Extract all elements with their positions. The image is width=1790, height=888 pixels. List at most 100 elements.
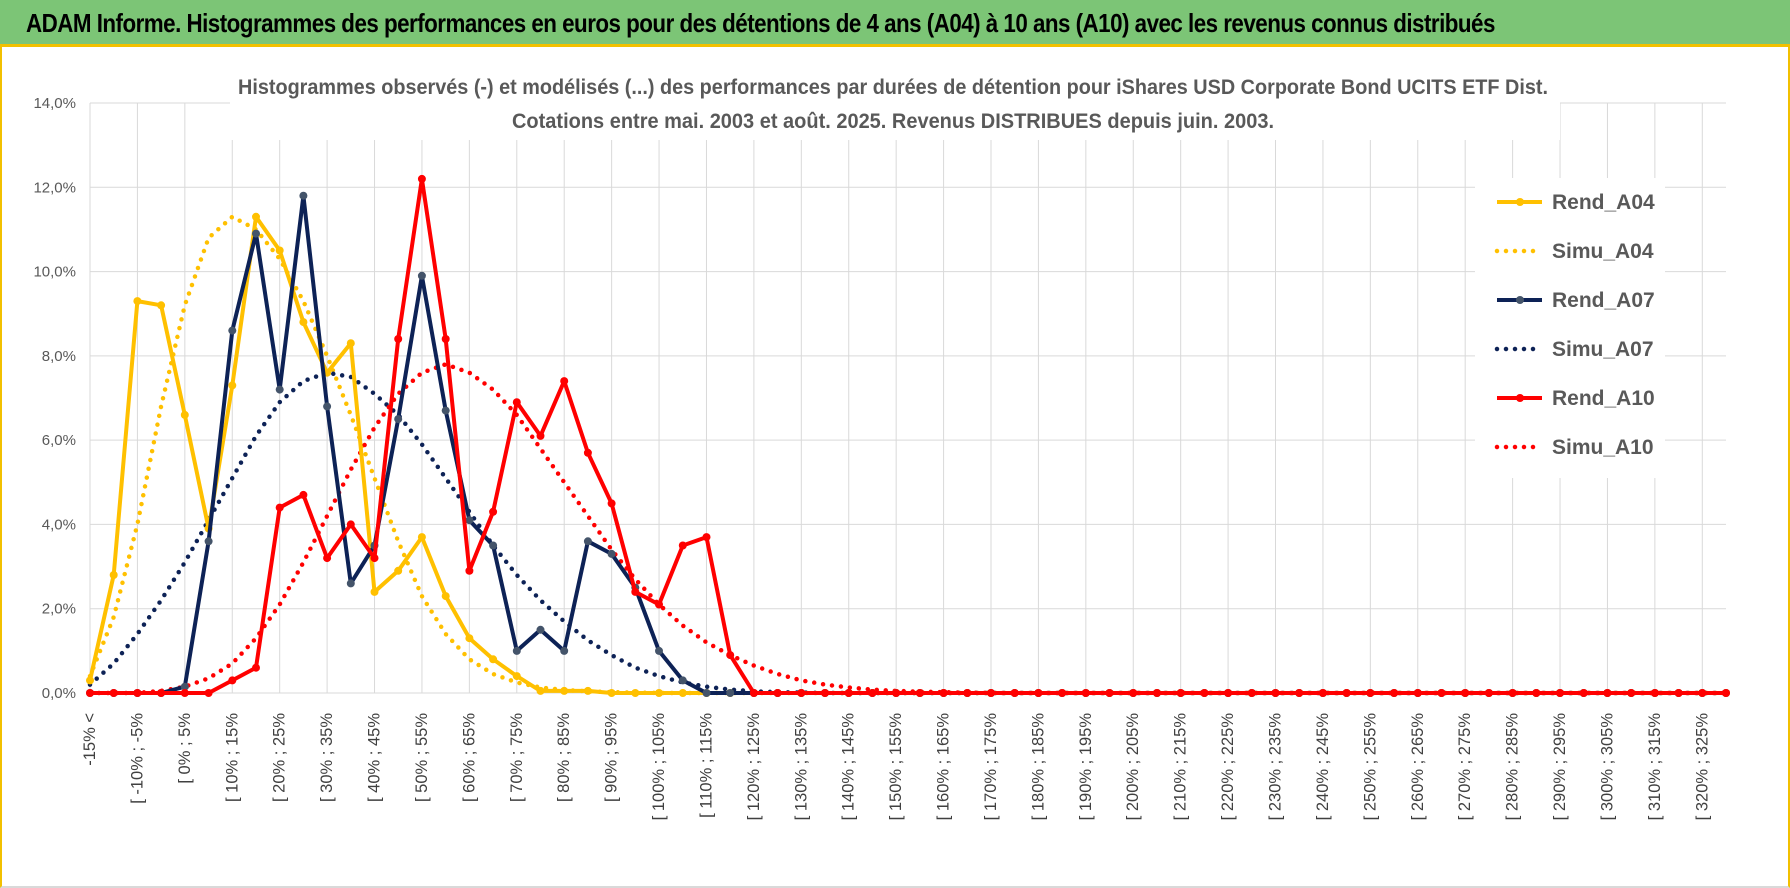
data-point-Rend_A04 [512,672,521,681]
data-point-Rend_A04 [560,686,569,695]
legend-label-Simu_A10: Simu_A10 [1552,436,1654,459]
data-point-Rend_A10 [1722,689,1730,697]
legend-label-Rend_A07: Rend_A07 [1552,289,1655,312]
data-point-Rend_A10 [489,507,498,516]
data-point-Rend_A10 [1271,689,1280,697]
data-point-Rend_A04 [465,634,474,643]
x-tick-label: [ 80% ; 85% [555,713,573,802]
x-tick-label: [ 10% ; 15% [223,713,241,802]
data-point-Rend_A04 [607,689,616,697]
x-tick-label: [ 260% ; 265% [1409,713,1427,821]
data-point-Rend_A07 [252,229,260,238]
x-tick-label: [ 130% ; 135% [792,713,810,821]
data-point-Rend_A10 [1413,689,1422,697]
x-tick-label: [ 210% ; 215% [1172,713,1190,821]
x-tick-label: [ 310% ; 315% [1646,713,1664,821]
data-point-Rend_A10 [252,663,260,672]
data-point-Rend_A10 [157,689,166,697]
data-point-Rend_A10 [1318,689,1327,697]
data-point-Rend_A10 [868,689,877,697]
data-point-Rend_A10 [607,499,616,508]
title-background [230,68,1560,140]
data-point-Rend_A10 [1650,689,1659,697]
x-tick-label: [ 200% ; 205% [1124,713,1142,821]
x-tick-label: [ 50% ; 55% [413,713,431,802]
data-point-Rend_A10 [1627,689,1636,697]
data-point-Rend_A10 [1674,689,1683,697]
data-point-Rend_A10 [394,335,403,343]
y-axis-ticks: 0,0% 2,0% 4,0% 6,0% 8,0% 10,0% 12,0% 14,0% [33,95,76,702]
data-point-Rend_A07 [489,541,498,550]
data-point-Rend_A04 [631,689,640,697]
data-point-Rend_A10 [465,566,474,575]
x-tick-label: -15% < [81,713,99,766]
x-tick-label: [ 280% ; 285% [1504,713,1522,821]
data-point-Rend_A10 [180,689,189,697]
data-point-Rend_A04 [109,571,118,579]
data-point-Rend_A07 [726,689,735,697]
x-tick-label: [ 320% ; 325% [1693,713,1711,821]
data-point-Rend_A10 [370,554,379,563]
y-tick-label: 2,0% [42,601,76,618]
data-point-Rend_A10 [1247,689,1256,697]
x-tick-label: [ 110% ; 115% [697,713,715,818]
x-tick-label: [ 90% ; 95% [603,713,621,802]
x-tick-label: [ -10% ; -5% [128,713,146,804]
data-point-Rend_A04 [441,592,450,601]
chart-title-block: Histogrammes observés (-) et modélisés (… [230,68,1560,140]
data-point-Rend_A10 [1461,689,1470,697]
series-line-Rend_A10 [90,176,1726,695]
data-point-Rend_A10 [1366,689,1375,697]
data-point-Rend_A04 [489,655,498,664]
data-point-Rend_A04 [228,381,237,390]
x-tick-label: [ 30% ; 35% [318,713,336,802]
data-point-Rend_A04 [157,301,166,310]
data-point-Rend_A10 [512,398,521,407]
data-point-Rend_A10 [1105,689,1114,697]
data-point-Rend_A07 [180,682,189,691]
data-point-Rend_A10 [1390,689,1399,697]
series-lines [86,174,1730,697]
data-point-Rend_A07 [607,549,616,558]
chart-frame [0,47,1790,888]
data-point-Rend_A07 [228,326,237,335]
data-point-Rend_A07 [275,385,284,394]
legend-label-Rend_A10: Rend_A10 [1552,387,1655,410]
x-tick-label: [ 240% ; 245% [1314,713,1332,821]
data-point-Rend_A10 [109,689,118,697]
data-point-Rend_A07 [583,537,592,546]
x-tick-label: [ 230% ; 235% [1267,713,1285,821]
data-point-Rend_A10 [655,600,663,609]
data-point-Rend_A10 [1579,689,1588,697]
data-point-Rend_A07 [394,415,403,424]
x-tick-label: [ 170% ; 175% [982,713,1000,821]
data-point-Rend_A04 [417,533,426,542]
data-point-Rend_A04 [655,689,663,697]
data-point-Rend_A10 [1010,689,1019,697]
data-point-Rend_A10 [560,377,569,386]
data-point-Rend_A10 [228,676,237,685]
data-point-Rend_A07 [346,579,355,588]
x-tick-label: [ 300% ; 305% [1598,713,1616,821]
data-point-Rend_A10 [1508,689,1517,697]
data-point-Rend_A10 [987,689,995,697]
page-title: ADAM Informe. Histogrammes des performan… [26,8,1495,38]
data-point-Rend_A10 [1342,689,1351,697]
data-point-Rend_A10 [204,689,213,697]
legend-marker-Rend_A04 [1516,198,1524,206]
x-tick-label: [ 100% ; 105% [650,713,668,821]
legend: Rend_A04 Simu_A04 Rend_A07 Simu_A07 Rend_A10… [1475,178,1665,478]
x-tick-label: [ 150% ; 155% [887,713,905,821]
y-tick-label: 6,0% [42,432,76,449]
chart-subtitle: Cotations entre mai. 2003 et août. 2025.… [512,110,1274,133]
legend-marker-Rend_A10 [1516,394,1524,402]
data-point-Rend_A10 [86,689,94,697]
data-point-Rend_A10 [1081,689,1090,697]
data-point-Rend_A10 [1532,689,1541,697]
data-point-Rend_A04 [133,297,142,306]
x-tick-label: [ 120% ; 125% [745,713,763,821]
x-tick-label: [ 140% ; 145% [840,713,858,821]
data-point-Rend_A04 [180,410,189,419]
data-point-Rend_A10 [844,689,853,697]
